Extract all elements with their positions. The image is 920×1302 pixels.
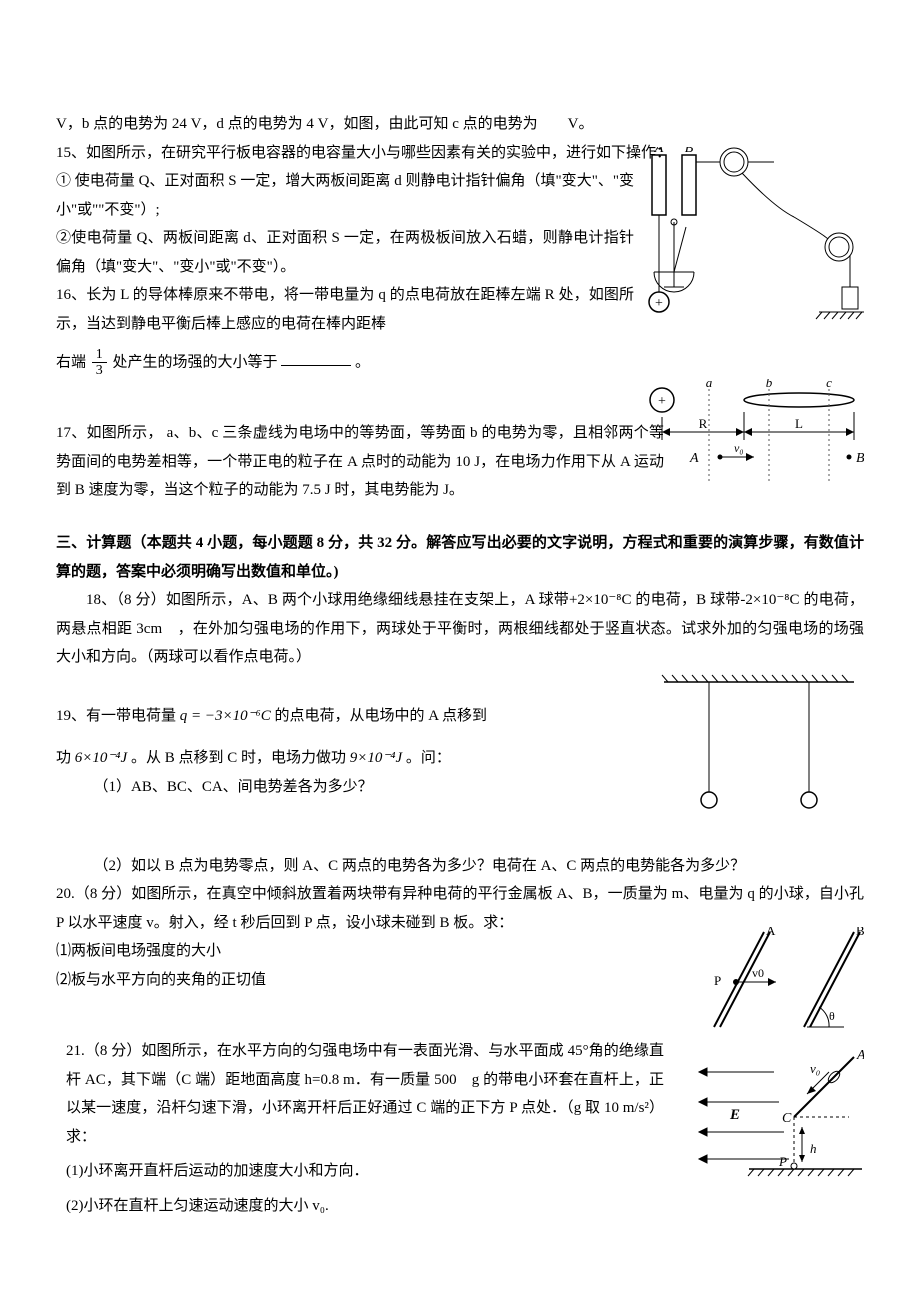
- q16-line2-pre: 右端: [56, 354, 86, 370]
- q19-block: 19、有一带电荷量 q = −3×10⁻⁶C 的点电荷，从电场中的 A 点移到 …: [56, 702, 864, 852]
- q21-line1: 21.（8 分）如图所示，在水平方向的匀强电场中有一表面光滑、与水平面成 45°…: [66, 1037, 664, 1151]
- q21-fig-v0: v₀: [810, 1061, 820, 1076]
- q17: 17、如图所示， a、b、c 三条虚线为电场中的等势面，等势面 b 的电势为零，…: [56, 419, 864, 529]
- q20-sub2: ⑵板与水平方向的夹角的正切值: [56, 966, 664, 995]
- q19-formula2: 6×10⁻⁴J: [75, 750, 127, 766]
- q20-fig-P: P: [714, 973, 721, 988]
- q15-intro-text: 15、如图所示，在研究平行板电容器的电容量大小与哪些因素有关的实验中，进行如下操…: [56, 145, 671, 161]
- q19-formula1: q = −3×10⁻⁶C: [180, 708, 271, 724]
- q18: 18、（8 分）如图所示，A、B 两个小球用绝缘细线悬挂在支架上，A 球带+2×…: [56, 586, 864, 672]
- q20-subs: ⑴两板间电场强度的大小 ⑵板与水平方向的夹角的正切值 A B P v0 θ: [56, 937, 864, 1037]
- q20-fig-A: A: [766, 927, 776, 938]
- q16-line1-text: 16、长为 L 的导体棒原来不带电，将一带电量为 q 的点电荷放在距棒左端 R …: [56, 287, 634, 332]
- q17-fig-B: B: [856, 451, 864, 466]
- q15-body: ① 使电荷量 Q、正对面积 S 一定，增大两板间距离 d 则静电计指针偏角（填"…: [56, 167, 864, 347]
- q21-fig-P: P: [778, 1154, 787, 1169]
- q15-figure: A B +: [644, 147, 864, 337]
- q19-line2-post: 。问：: [406, 750, 451, 766]
- q20-fig-B: B: [856, 927, 864, 938]
- q17-fig-a: a: [706, 379, 713, 390]
- q16-fraction: 1 3: [92, 347, 107, 379]
- q19-line2: 功 6×10⁻⁴J 。从 B 点移到 C 时，电场力做功 9×10⁻⁴J 。问：: [56, 744, 634, 773]
- q21-sub2: (2)小环在直杆上匀速运动速度的大小 v₀.: [66, 1192, 664, 1221]
- q17-fig-b: b: [766, 379, 773, 390]
- q21-fig-h: h: [810, 1141, 817, 1156]
- section3-title: 三、计算题（本题共 4 小题，每小题题 8 分，共 32 分。解答应写出必要的文…: [56, 529, 864, 586]
- q20-figure: A B P v0 θ: [684, 927, 864, 1047]
- q21-sub1: (1)小环离开直杆后运动的加速度大小和方向．: [66, 1157, 664, 1186]
- q21-block: 21.（8 分）如图所示，在水平方向的匀强电场中有一表面光滑、与水平面成 45°…: [56, 1037, 864, 1220]
- q21-fig-E: E: [729, 1107, 740, 1123]
- q19-sub1: （1）AB、BC、CA、间电势差各为多少？: [56, 773, 634, 802]
- q20-line1-text: 20.（8 分）如图所示，在真空中倾斜放置着两块带有异种电荷的平行金属板 A、B…: [56, 886, 864, 931]
- section3-title-text: 三、计算题（本题共 4 小题，每小题题 8 分，共 32 分。解答应写出必要的文…: [56, 535, 864, 580]
- q17-fig-c: c: [826, 379, 832, 390]
- q14-tail-text: V，b 点的电势为 24 V，d 点的电势为 4 V，如图，由此可知 c 点的电…: [56, 116, 594, 132]
- q19-line1-post: 的点电荷，从电场中的 A 点移到: [275, 708, 488, 724]
- q16-blank-after: 。: [355, 354, 370, 370]
- q20-fig-theta: θ: [829, 1009, 835, 1023]
- q21-figure: E A C v₀ h P: [694, 1047, 864, 1177]
- q17-fig-A: A: [689, 451, 699, 466]
- q19-sub2: （2）如以 B 点为电势零点，则 A、C 两点的电势各为多少？电荷在 A、C 两…: [56, 852, 864, 881]
- q16-line2-post: 处产生的场强的大小等于: [113, 354, 278, 370]
- q19-line1: 19、有一带电荷量 q = −3×10⁻⁶C 的点电荷，从电场中的 A 点移到: [56, 702, 634, 731]
- q16-line1: 16、长为 L 的导体棒原来不带电，将一带电量为 q 的点电荷放在距棒左端 R …: [56, 281, 634, 338]
- q21-fig-A: A: [856, 1048, 864, 1063]
- q16-frac-den: 3: [92, 363, 107, 378]
- q15-step1: ① 使电荷量 Q、正对面积 S 一定，增大两板间距离 d 则静电计指针偏角（填"…: [56, 167, 634, 224]
- q16-blank: [281, 351, 351, 366]
- q16-frac-num: 1: [92, 347, 107, 363]
- q17-figure: a b c A v₀ B: [674, 379, 864, 499]
- q20-sub1: ⑴两板间电场强度的大小: [56, 937, 664, 966]
- q19-line1-pre: 19、有一带电荷量: [56, 708, 176, 724]
- q15-fig-A: A: [654, 147, 664, 156]
- q17-text: 17、如图所示， a、b、c 三条虚线为电场中的等势面，等势面 b 的电势为零，…: [56, 425, 664, 498]
- q17-fig-v0: v₀: [734, 441, 744, 455]
- q19-line2-pre: 功: [56, 750, 71, 766]
- q15-fig-B: B: [685, 147, 694, 156]
- q16-fig-plus: +: [658, 394, 666, 409]
- q19-line2-mid: 。从 B 点移到 C 时，电场力做功: [131, 750, 346, 766]
- q15-step2: ②使电荷量 Q、两板间距离 d、正对面积 S 一定，在两极板间放入石蜡，则静电计…: [56, 224, 634, 281]
- q19-figure: [654, 672, 864, 822]
- q21-fig-C: C: [782, 1111, 792, 1126]
- q15-fig-plus: +: [655, 296, 663, 311]
- q19-formula3: 9×10⁻⁴J: [350, 750, 402, 766]
- q19-sub2-text: （2）如以 B 点为电势零点，则 A、C 两点的电势各为多少？电荷在 A、C 两…: [94, 858, 746, 874]
- q20-fig-v0: v0: [752, 966, 764, 980]
- q18-text: 18、（8 分）如图所示，A、B 两个小球用绝缘细线悬挂在支架上，A 球带+2×…: [56, 592, 864, 665]
- q14-tail: V，b 点的电势为 24 V，d 点的电势为 4 V，如图，由此可知 c 点的电…: [56, 110, 864, 139]
